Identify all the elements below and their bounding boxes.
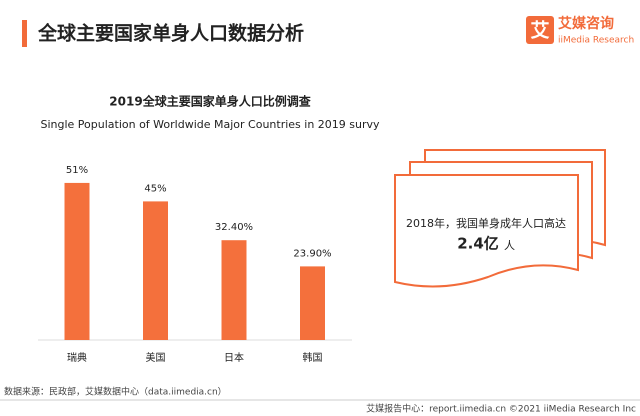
callout-papers bbox=[394, 149, 606, 288]
category-label: 美国 bbox=[146, 351, 166, 364]
credit: 艾媒报告中心：report.iimedia.cn ©2021 iiMedia R… bbox=[366, 403, 636, 415]
bar bbox=[143, 201, 168, 340]
value-label: 23.90% bbox=[293, 248, 331, 259]
logo-sub: iiMedia Research bbox=[558, 36, 634, 46]
title-accent bbox=[22, 20, 27, 47]
page-title: 全球主要国家单身人口数据分析 bbox=[37, 22, 304, 45]
bar bbox=[64, 182, 90, 340]
bar bbox=[300, 266, 325, 340]
chart-subtitle: Single Population of Worldwide Major Cou… bbox=[40, 118, 380, 131]
value-label: 32.40% bbox=[215, 222, 253, 233]
callout-line: 2018年，我国单身成年人口高达 bbox=[406, 216, 566, 230]
category-label: 韩国 bbox=[303, 351, 323, 364]
value-label: 45% bbox=[144, 183, 166, 194]
chart-title: 2019全球主要国家单身人口比例调查 bbox=[109, 94, 311, 109]
bar bbox=[221, 240, 247, 340]
value-label: 51% bbox=[66, 165, 88, 176]
category-label: 日本 bbox=[224, 351, 244, 364]
category-label: 瑞典 bbox=[67, 351, 87, 364]
callout-big: 2.4亿 bbox=[457, 235, 499, 253]
logo-icon: 艾 bbox=[530, 20, 549, 42]
logo-name: 艾媒咨询 bbox=[558, 15, 614, 32]
logo-box bbox=[526, 16, 554, 44]
callout-unit: 人 bbox=[504, 239, 515, 252]
source: 数据来源：民政部，艾媒数据中心（data.iimedia.cn） bbox=[4, 386, 227, 398]
